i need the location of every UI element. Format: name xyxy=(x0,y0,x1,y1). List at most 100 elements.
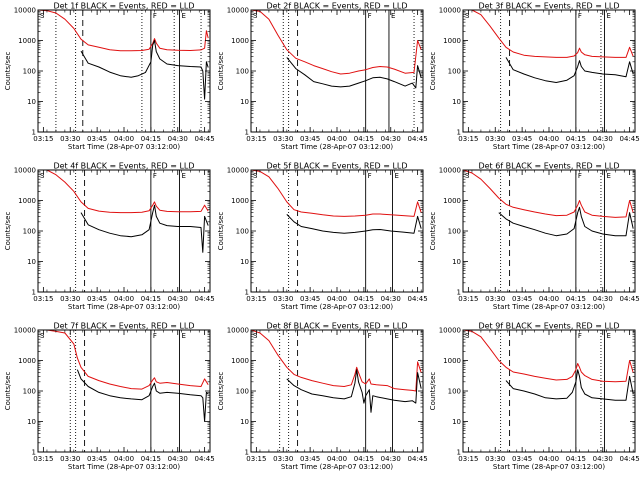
y-tick-label: 10000 xyxy=(439,167,461,175)
x-axis-label: Start Time (28-Apr-07 03:12:00) xyxy=(68,463,180,471)
end-marker-label: E xyxy=(607,332,611,340)
x-tick-label: 03:15 xyxy=(33,455,53,463)
y-tick-label: 10000 xyxy=(14,167,36,175)
panel-title: Det 8f BLACK = Events, RED = LLD xyxy=(266,322,407,331)
x-tick-label: 04:45 xyxy=(620,135,640,143)
x-tick-label: 04:45 xyxy=(620,455,640,463)
y-tick-label: 1000 xyxy=(18,197,36,205)
y-tick-label: 100 xyxy=(23,228,36,236)
y-tick-label: 1000 xyxy=(18,357,36,365)
x-tick-label: 03:30 xyxy=(60,455,80,463)
x-tick-label: 04:30 xyxy=(381,135,401,143)
y-tick-label: 1 xyxy=(245,289,249,297)
end-marker-label: E xyxy=(395,172,399,180)
x-tick-label: 04:30 xyxy=(168,135,188,143)
x-tick-label: 04:00 xyxy=(539,295,559,303)
y-axis-label: Counts/sec xyxy=(429,372,437,411)
start-marker-label: S xyxy=(465,12,470,20)
x-axis-label: Start Time (28-Apr-07 03:12:00) xyxy=(281,303,393,311)
series-line-events xyxy=(498,206,634,237)
y-axis-label: Counts/sec xyxy=(4,372,12,411)
series-line-events xyxy=(505,369,634,401)
x-tick-label: 03:30 xyxy=(273,135,293,143)
x-tick-label: 04:15 xyxy=(354,455,374,463)
x-tick-label: 03:45 xyxy=(512,295,532,303)
x-tick-label: 04:00 xyxy=(539,455,559,463)
x-axis-label: Start Time (28-Apr-07 03:12:00) xyxy=(493,143,605,151)
x-tick-label: 04:30 xyxy=(593,455,613,463)
flag-marker-label: F xyxy=(368,12,372,20)
x-tick-label: 04:15 xyxy=(354,135,374,143)
y-tick-label: 100 xyxy=(236,68,249,76)
end-marker-label: E xyxy=(607,172,611,180)
plot-area xyxy=(251,170,422,292)
axes-frame xyxy=(250,9,424,133)
x-tick-label: 04:30 xyxy=(381,295,401,303)
panel-det-1: Det 1f BLACK = Events, RED = LLD 1 10 100 10… xyxy=(4,2,215,152)
y-tick-label: 10 xyxy=(452,418,461,426)
x-tick-label: 03:15 xyxy=(33,295,53,303)
y-tick-label: 10000 xyxy=(439,327,461,335)
y-tick-label: 10000 xyxy=(227,167,249,175)
panel-det-3: Det 3f BLACK = Events, RED = LLD 1 10 100 10… xyxy=(429,2,640,152)
y-axis-label: Counts/sec xyxy=(217,52,225,91)
y-tick-label: 100 xyxy=(448,388,461,396)
start-marker-label: S xyxy=(40,12,45,20)
y-tick-label: 10000 xyxy=(439,7,461,15)
panel-det-4: Det 4f BLACK = Events, RED = LLD 1 10 100 10… xyxy=(4,162,215,312)
y-tick-label: 1000 xyxy=(231,37,249,45)
flag-marker-label: F xyxy=(368,332,372,340)
x-axis-label: Start Time (28-Apr-07 03:12:00) xyxy=(493,303,605,311)
x-tick-label: 04:45 xyxy=(408,455,428,463)
x-tick-label: 04:30 xyxy=(381,455,401,463)
y-axis-label: Counts/sec xyxy=(217,212,225,251)
y-tick-label: 10000 xyxy=(227,7,249,15)
series-line-events xyxy=(80,204,209,253)
x-axis-label: Start Time (28-Apr-07 03:12:00) xyxy=(281,143,393,151)
end-marker-label: E xyxy=(182,172,186,180)
y-axis-label: Counts/sec xyxy=(429,212,437,251)
x-tick-label: 03:15 xyxy=(458,135,478,143)
y-tick-label: 1000 xyxy=(443,357,461,365)
panel-det-6: Det 6f BLACK = Events, RED = LLD 1 10 100 10… xyxy=(429,162,640,312)
x-tick-label: 03:45 xyxy=(512,455,532,463)
axes-frame xyxy=(462,169,636,293)
end-marker-label: E xyxy=(182,332,186,340)
x-tick-label: 03:30 xyxy=(485,455,505,463)
x-tick-label: 03:15 xyxy=(33,135,53,143)
y-tick-label: 100 xyxy=(23,68,36,76)
end-marker-label: E xyxy=(395,332,399,340)
x-tick-label: 04:45 xyxy=(408,135,428,143)
x-tick-label: 03:15 xyxy=(458,455,478,463)
x-axis-label: Start Time (28-Apr-07 03:12:00) xyxy=(281,463,393,471)
axes-frame xyxy=(37,9,211,133)
y-tick-label: 100 xyxy=(448,228,461,236)
y-tick-label: 10 xyxy=(27,258,36,266)
x-tick-label: 04:15 xyxy=(566,135,586,143)
plot-area xyxy=(463,170,634,292)
y-tick-label: 1000 xyxy=(231,357,249,365)
flag-marker-label: F xyxy=(153,172,157,180)
x-tick-label: 03:45 xyxy=(87,455,107,463)
start-marker-label: S xyxy=(253,332,258,340)
series-line-lld xyxy=(38,330,209,390)
panel-det-2: Det 2f BLACK = Events, RED = LLD 1 10 100 10… xyxy=(217,2,428,152)
y-tick-label: 1 xyxy=(245,129,249,137)
y-tick-label: 10 xyxy=(452,258,461,266)
y-tick-label: 10 xyxy=(452,98,461,106)
series-line-lld xyxy=(251,330,422,392)
x-tick-label: 03:45 xyxy=(300,295,320,303)
flag-marker-label: F xyxy=(153,12,157,20)
x-tick-label: 04:30 xyxy=(168,295,188,303)
y-tick-label: 1000 xyxy=(18,37,36,45)
series-line-events xyxy=(286,214,422,234)
y-tick-label: 10 xyxy=(240,98,249,106)
plot-area xyxy=(470,10,634,132)
panel-title: Det 6f BLACK = Events, RED = LLD xyxy=(478,162,619,171)
x-tick-label: 04:00 xyxy=(114,455,134,463)
plot-area xyxy=(45,170,209,292)
axes-frame xyxy=(250,329,424,453)
x-tick-label: 03:45 xyxy=(512,135,532,143)
x-tick-label: 03:45 xyxy=(300,135,320,143)
plot-area xyxy=(38,10,209,132)
